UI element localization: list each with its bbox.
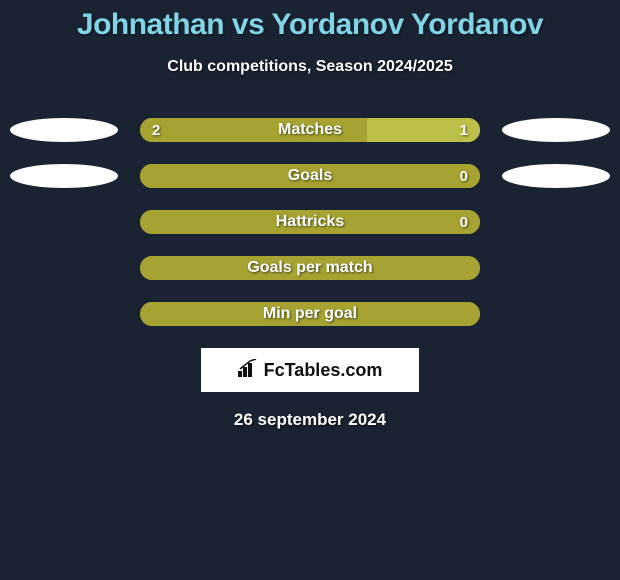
stat-bar: Goals per match bbox=[140, 256, 480, 280]
stat-right-value: 0 bbox=[460, 164, 468, 188]
stat-bar: Goals0 bbox=[140, 164, 480, 188]
stat-right-value: 0 bbox=[460, 210, 468, 234]
stat-bar: Min per goal bbox=[140, 302, 480, 326]
stat-left-value: 2 bbox=[152, 118, 160, 142]
stat-row: Goals per match bbox=[0, 256, 620, 280]
stat-label: Goals bbox=[140, 164, 480, 188]
logo-text: FcTables.com bbox=[264, 360, 383, 381]
left-oval bbox=[10, 164, 118, 188]
left-oval bbox=[10, 118, 118, 142]
chart-icon bbox=[238, 359, 260, 382]
stat-row: Goals0 bbox=[0, 164, 620, 188]
stat-label: Goals per match bbox=[140, 256, 480, 280]
stat-row: Matches2 1 bbox=[0, 118, 620, 142]
page-title: Johnathan vs Yordanov Yordanov bbox=[0, 8, 620, 42]
logo-box: FcTables.com bbox=[201, 348, 419, 392]
logo: FcTables.com bbox=[238, 359, 383, 382]
comparison-infographic: Johnathan vs Yordanov Yordanov Club comp… bbox=[0, 0, 620, 430]
stat-row: Hattricks0 bbox=[0, 210, 620, 234]
stat-bar: Hattricks0 bbox=[140, 210, 480, 234]
stat-right-value: 1 bbox=[460, 118, 468, 142]
right-oval bbox=[502, 164, 610, 188]
right-oval bbox=[502, 118, 610, 142]
stat-row: Min per goal bbox=[0, 302, 620, 326]
stat-label: Hattricks bbox=[140, 210, 480, 234]
stat-bar: Matches2 1 bbox=[140, 118, 480, 142]
stat-label: Min per goal bbox=[140, 302, 480, 326]
page-subtitle: Club competitions, Season 2024/2025 bbox=[0, 58, 620, 76]
stat-label: Matches bbox=[140, 118, 480, 142]
date-text: 26 september 2024 bbox=[0, 410, 620, 430]
stats-area: Matches21Goals0Hattricks0Goals per match… bbox=[0, 118, 620, 326]
